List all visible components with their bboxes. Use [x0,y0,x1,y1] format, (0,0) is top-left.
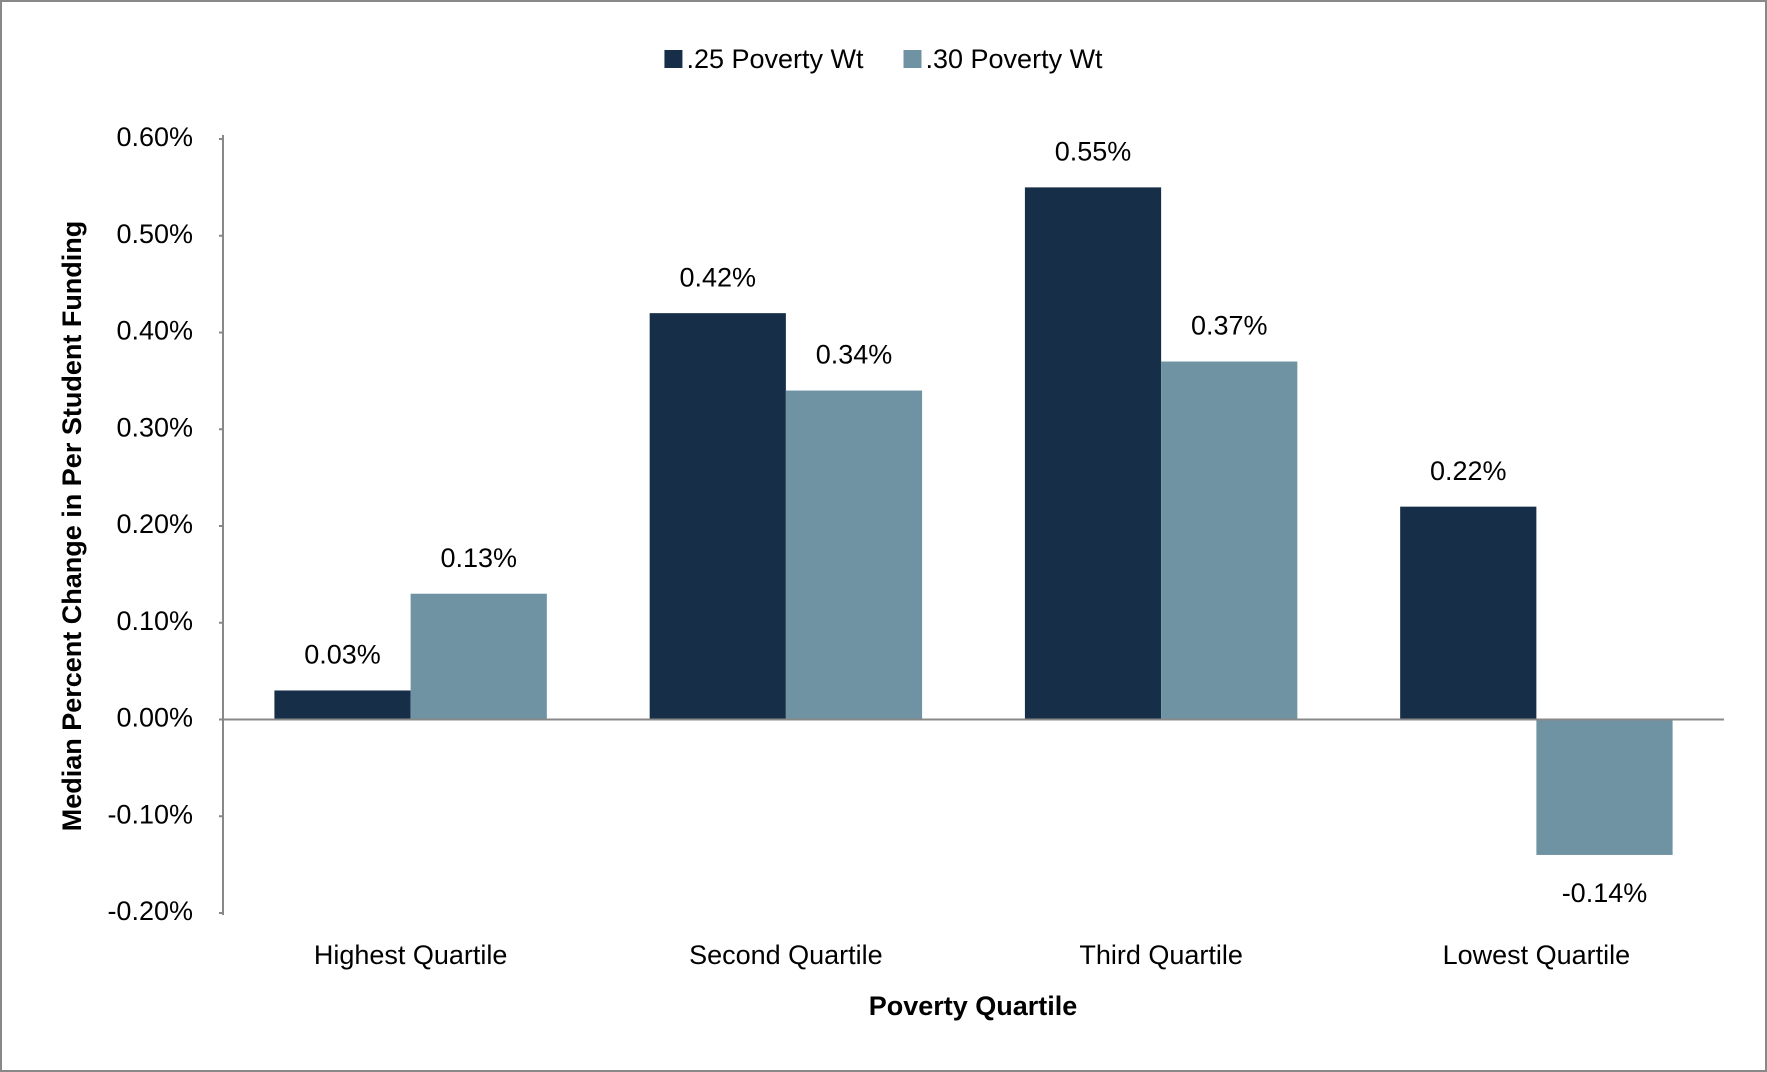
legend-swatch [903,50,922,68]
data-label: 0.55% [1055,137,1132,167]
bar [785,390,923,720]
legend-label: .30 Poverty Wt [926,44,1104,74]
bar [1536,719,1673,855]
x-tick-label: Second Quartile [689,940,883,970]
bar [274,690,411,720]
bar [649,313,786,720]
y-tick-label: 0.60% [116,122,193,152]
legend-swatch [664,50,683,68]
y-tick-label: 0.50% [116,219,193,249]
x-axis-label: Poverty Quartile [869,991,1078,1021]
y-tick-label: -0.20% [107,896,193,926]
data-label: 0.37% [1191,311,1268,341]
x-tick-label: Lowest Quartile [1443,940,1631,970]
data-label: 0.34% [816,340,893,370]
x-tick-label: Highest Quartile [314,940,508,970]
y-tick-label: 0.40% [116,316,193,346]
bar [1024,187,1162,720]
y-tick-label: -0.10% [107,799,193,829]
y-tick-label: 0.10% [116,606,193,636]
x-tick-label: Third Quartile [1079,940,1243,970]
legend-label: .25 Poverty Wt [686,44,864,74]
y-tick-label: 0.30% [116,412,193,442]
bar [1400,506,1537,720]
data-label: 0.22% [1430,456,1507,486]
data-label: 0.03% [304,640,381,670]
bar [410,593,547,720]
data-label: 0.42% [679,262,756,292]
y-tick-label: 0.20% [116,509,193,539]
y-tick-label: 0.00% [116,703,193,733]
y-axis-label: Median Percent Change in Per Student Fun… [57,221,87,832]
data-label: -0.14% [1562,878,1648,908]
bar [1161,361,1298,720]
data-label: 0.13% [440,543,517,573]
